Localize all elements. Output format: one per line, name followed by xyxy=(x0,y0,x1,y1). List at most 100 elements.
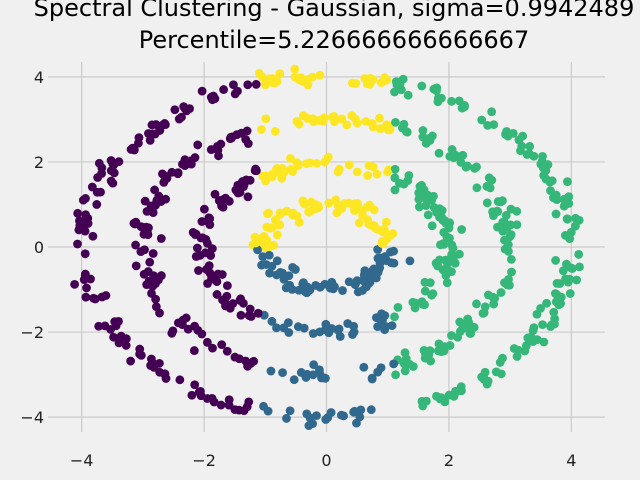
x-tick-label: 0 xyxy=(321,451,331,470)
data-point xyxy=(226,132,236,142)
data-point xyxy=(329,111,339,121)
data-point xyxy=(546,186,555,196)
data-point xyxy=(209,397,219,407)
data-point xyxy=(388,229,398,238)
data-point xyxy=(501,210,511,220)
data-point xyxy=(196,391,206,401)
data-point xyxy=(536,159,546,169)
data-point xyxy=(285,406,295,416)
data-point xyxy=(302,159,312,169)
data-point xyxy=(143,230,153,240)
data-point xyxy=(479,308,489,318)
data-point xyxy=(381,217,391,227)
data-point xyxy=(267,223,277,232)
data-point xyxy=(146,201,156,211)
data-point xyxy=(333,167,343,177)
data-point xyxy=(549,307,559,317)
data-point xyxy=(198,233,207,243)
data-point xyxy=(342,120,352,130)
chart-title-line-2: Percentile=5.226666666666667 xyxy=(139,26,529,54)
data-point xyxy=(130,219,140,229)
data-point xyxy=(366,405,376,415)
data-point xyxy=(391,370,400,380)
data-point xyxy=(371,273,381,283)
data-point xyxy=(151,302,161,312)
data-point xyxy=(442,278,452,288)
data-point xyxy=(452,151,462,161)
data-point xyxy=(202,337,212,347)
data-point xyxy=(82,283,91,293)
data-point xyxy=(219,85,229,94)
data-point xyxy=(270,126,280,136)
data-point xyxy=(190,230,200,240)
data-point xyxy=(498,217,507,227)
data-point xyxy=(233,188,243,198)
data-point xyxy=(472,299,481,309)
data-point xyxy=(463,314,473,324)
data-point xyxy=(106,176,116,186)
data-point xyxy=(235,296,245,305)
data-point xyxy=(420,353,430,363)
data-point xyxy=(507,267,516,277)
data-point xyxy=(201,248,210,258)
data-point xyxy=(93,173,103,182)
data-point xyxy=(403,90,413,100)
data-point xyxy=(562,214,572,224)
data-point xyxy=(393,302,403,312)
data-point xyxy=(265,268,274,278)
data-point xyxy=(208,343,217,353)
data-point xyxy=(148,249,158,258)
x-tick-label: 4 xyxy=(566,451,576,470)
data-point xyxy=(197,86,207,96)
data-point xyxy=(225,303,235,313)
data-point xyxy=(502,127,511,136)
data-point xyxy=(259,401,268,411)
data-point xyxy=(447,145,457,154)
data-point xyxy=(140,245,149,255)
data-point xyxy=(460,101,469,110)
data-point xyxy=(272,256,282,266)
data-point xyxy=(401,127,411,136)
data-point xyxy=(572,275,581,285)
data-point xyxy=(432,391,441,401)
data-point xyxy=(391,77,401,87)
data-point xyxy=(175,375,185,385)
data-point xyxy=(352,118,362,128)
data-point xyxy=(369,205,379,215)
data-point xyxy=(447,96,456,106)
data-point xyxy=(312,411,321,421)
data-point xyxy=(241,175,251,185)
data-point xyxy=(532,335,542,345)
data-point xyxy=(186,159,196,169)
data-point xyxy=(419,345,429,355)
data-point xyxy=(253,308,263,318)
data-point xyxy=(420,277,430,287)
data-point xyxy=(315,327,325,337)
data-point xyxy=(390,185,400,195)
data-point xyxy=(222,281,232,291)
data-point xyxy=(382,256,392,266)
data-point xyxy=(309,360,319,370)
data-point xyxy=(293,161,303,170)
data-point xyxy=(126,356,136,366)
data-point xyxy=(315,70,325,80)
data-point xyxy=(417,297,427,307)
data-point xyxy=(222,346,232,356)
data-point xyxy=(538,151,547,161)
data-point xyxy=(373,322,383,332)
data-point xyxy=(550,319,559,329)
data-point xyxy=(204,261,214,271)
data-point xyxy=(160,369,170,379)
data-point xyxy=(352,418,361,428)
x-tick-label: −2 xyxy=(192,451,216,470)
data-point xyxy=(344,160,354,170)
data-point xyxy=(272,77,282,86)
data-point xyxy=(264,250,274,260)
data-point xyxy=(116,331,126,341)
data-point xyxy=(257,125,266,134)
data-point xyxy=(349,327,359,337)
data-point xyxy=(512,206,522,216)
data-point xyxy=(304,421,314,431)
data-point xyxy=(338,286,347,295)
data-point xyxy=(147,120,157,130)
